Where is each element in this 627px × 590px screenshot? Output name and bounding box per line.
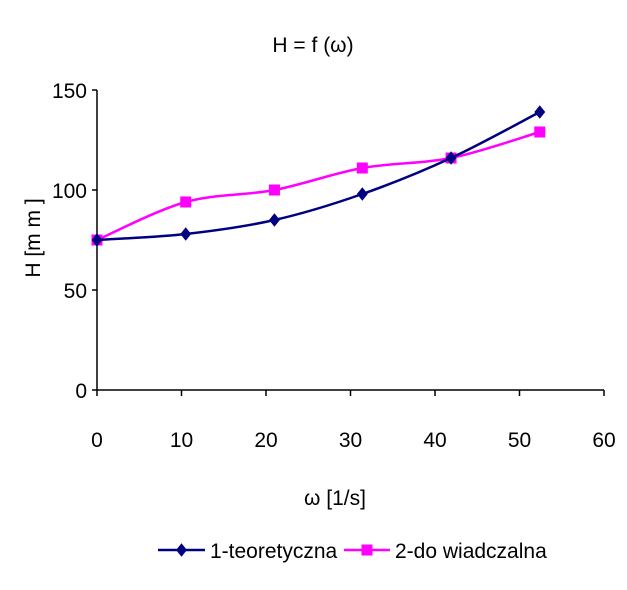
- x-ticks: 0 10 20 30 40 50 60: [91, 390, 616, 452]
- data-point: [269, 213, 280, 227]
- y-ticks: 0 50 100 150: [52, 80, 97, 403]
- x-tick-label: 10: [170, 429, 193, 452]
- x-tick-label: 50: [508, 429, 531, 452]
- data-point: [356, 162, 368, 174]
- y-tick-label: 100: [52, 180, 87, 203]
- data-point: [180, 227, 192, 241]
- y-tick-label: 50: [64, 280, 87, 303]
- legend-label: 2-do wiadczalna: [395, 540, 547, 563]
- series-line: [96, 110, 541, 242]
- y-tick-label: 150: [52, 80, 87, 103]
- x-tick-label: 60: [592, 429, 615, 452]
- series-layer: [91, 105, 546, 247]
- data-point: [356, 187, 368, 201]
- legend-item: 1-teoretyczna: [158, 540, 338, 563]
- x-tick-label: 30: [339, 429, 362, 452]
- chart-title: H = f (ω): [272, 34, 353, 57]
- y-axis-label: H [m m ]: [22, 198, 45, 277]
- data-point: [534, 126, 546, 138]
- series-line: [96, 130, 541, 242]
- legend: 1-teoretyczna 2-do wiadczalna: [158, 540, 547, 563]
- data-point: [445, 151, 457, 165]
- legend-marker: [176, 543, 187, 557]
- data-point: [180, 196, 192, 208]
- data-point: [534, 105, 546, 119]
- legend-item: 2-do wiadczalna: [344, 540, 547, 563]
- y-tick-label: 0: [75, 380, 87, 403]
- legend-label: 1-teoretyczna: [210, 540, 338, 563]
- x-axis-label: ω [1/s]: [304, 487, 366, 510]
- x-tick-label: 0: [91, 429, 103, 452]
- series-1: [91, 105, 546, 247]
- legend-marker: [361, 544, 373, 556]
- data-point: [268, 184, 280, 196]
- data-point: [91, 233, 103, 247]
- x-tick-label: 40: [423, 429, 446, 452]
- x-tick-label: 20: [254, 429, 277, 452]
